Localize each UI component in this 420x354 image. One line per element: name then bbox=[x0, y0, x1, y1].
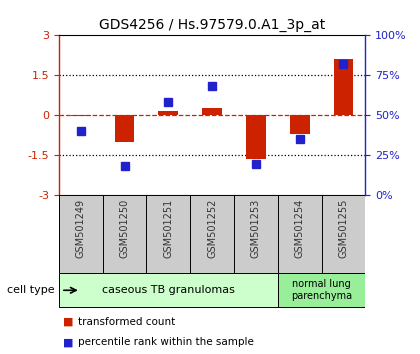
Bar bbox=[290, 115, 310, 133]
Text: percentile rank within the sample: percentile rank within the sample bbox=[78, 337, 254, 348]
Bar bbox=[202, 108, 222, 115]
Bar bbox=[115, 115, 134, 142]
Text: cell type: cell type bbox=[7, 285, 55, 295]
Bar bbox=[333, 59, 353, 115]
Bar bbox=[278, 273, 365, 307]
Text: GSM501254: GSM501254 bbox=[295, 199, 304, 258]
Text: normal lung
parenchyma: normal lung parenchyma bbox=[291, 279, 352, 301]
Text: GSM501250: GSM501250 bbox=[120, 199, 129, 258]
Bar bbox=[246, 115, 266, 159]
Text: GSM501255: GSM501255 bbox=[339, 199, 349, 258]
Text: GSM501249: GSM501249 bbox=[76, 199, 86, 258]
Bar bbox=[59, 273, 278, 307]
Text: transformed count: transformed count bbox=[78, 317, 175, 327]
Text: ■: ■ bbox=[63, 337, 74, 348]
Text: caseous TB granulomas: caseous TB granulomas bbox=[102, 285, 235, 295]
Title: GDS4256 / Hs.97579.0.A1_3p_at: GDS4256 / Hs.97579.0.A1_3p_at bbox=[99, 18, 325, 32]
Text: GSM501253: GSM501253 bbox=[251, 199, 261, 258]
Bar bbox=[158, 111, 178, 115]
Text: GSM501251: GSM501251 bbox=[163, 199, 173, 258]
Bar bbox=[71, 115, 91, 116]
Text: GSM501252: GSM501252 bbox=[207, 199, 217, 258]
Text: ■: ■ bbox=[63, 317, 74, 327]
